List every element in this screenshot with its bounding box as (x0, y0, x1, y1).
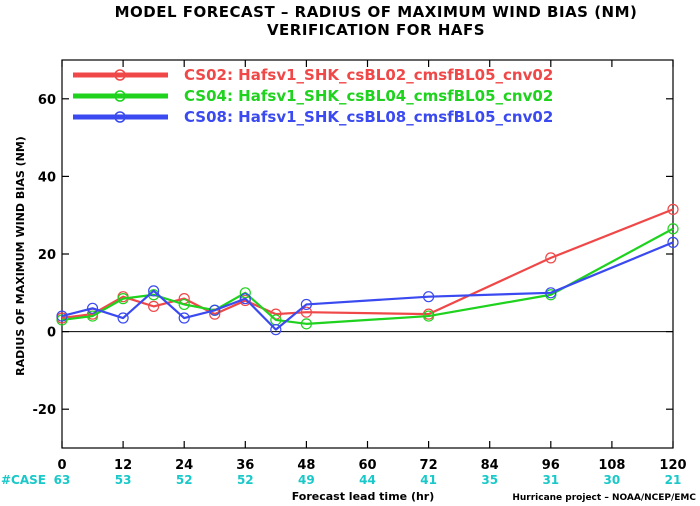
data-point (667, 223, 679, 235)
case-count: 30 (604, 473, 621, 487)
axis-ticks: 0 12 24 36 48 60 72 84 96 108 120 -20 0 20 40 60 (33, 60, 687, 473)
series-layer (56, 203, 679, 336)
x-tick-label: 96 (542, 458, 560, 473)
data-point (423, 291, 435, 303)
data-point (667, 203, 679, 215)
case-count: 63 (54, 473, 71, 487)
x-axis-label: Forecast lead time (hr) (292, 490, 435, 503)
x-tick-label: 0 (57, 458, 66, 473)
case-count: 52 (237, 473, 254, 487)
data-point (148, 300, 160, 312)
x-tick-label: 72 (420, 458, 438, 473)
legend-label: CS08: Hafsv1_SHK_csBL08_cmsfBL05_cnv02 (184, 108, 553, 126)
x-tick-label: 120 (659, 458, 686, 473)
data-point (300, 298, 312, 311)
x-tick-label: 84 (481, 458, 499, 473)
data-point (423, 310, 435, 322)
data-point (86, 310, 99, 322)
data-point (667, 236, 679, 248)
case-count: 53 (115, 473, 132, 487)
series-1 (56, 203, 679, 324)
legend: CS02: Hafsv1_SHK_csBL02_cmsfBL05_cnv02 CS… (73, 66, 553, 126)
case-count-row: #CASE 63 53 52 52 49 44 41 35 31 30 21 (1, 473, 681, 487)
x-tick-label: 108 (598, 458, 625, 473)
case-count: 35 (481, 473, 498, 487)
data-point (117, 293, 129, 305)
chart-title-line2: VERIFICATION FOR HAFS (267, 21, 485, 39)
y-tick-label: 60 (38, 93, 56, 108)
legend-entry: CS08: Hafsv1_SHK_csBL08_cmsfBL05_cnv02 (73, 108, 553, 126)
legend-label: CS02: Hafsv1_SHK_csBL02_cmsfBL05_cnv02 (184, 66, 553, 84)
x-tick-label: 48 (297, 458, 315, 473)
legend-marker (114, 90, 126, 102)
y-tick-label: -20 (33, 403, 57, 418)
legend-marker (114, 69, 126, 81)
y-tick-label: 20 (38, 248, 56, 263)
data-point (209, 304, 221, 316)
legend-entry: CS02: Hafsv1_SHK_csBL02_cmsfBL05_cnv02 (73, 66, 553, 84)
data-point (545, 252, 557, 264)
data-point (300, 306, 312, 318)
x-tick-label: 60 (358, 458, 376, 473)
chart-title-line1: MODEL FORECAST – RADIUS OF MAXIMUM WIND … (115, 3, 638, 21)
y-tick-label: 0 (47, 326, 56, 341)
case-count: 31 (542, 473, 559, 487)
data-point (56, 310, 68, 322)
data-point (86, 302, 99, 314)
legend-marker (114, 111, 126, 123)
y-tick-label: 40 (38, 170, 56, 185)
data-point (239, 293, 251, 305)
data-point (300, 318, 312, 330)
y-axis-label: RADIUS OF MAXIMUM WIND BIAS (NM) (14, 136, 27, 376)
data-point (545, 287, 557, 299)
case-count: 44 (359, 473, 376, 487)
case-count: 49 (298, 473, 315, 487)
x-tick-label: 12 (114, 458, 132, 473)
case-count: 21 (665, 473, 682, 487)
case-count-label: #CASE (1, 473, 46, 487)
plot-area: 0 12 24 36 48 60 72 84 96 108 120 -20 0 20 40 60 CS02: … (33, 59, 687, 473)
case-count: 52 (176, 473, 193, 487)
x-tick-label: 36 (236, 458, 254, 473)
data-point (270, 324, 282, 336)
data-point (178, 312, 190, 324)
data-point (148, 285, 160, 297)
legend-entry: CS04: Hafsv1_SHK_csBL04_cmsfBL05_cnv02 (73, 87, 553, 105)
legend-label: CS04: Hafsv1_SHK_csBL04_cmsfBL05_cnv02 (184, 87, 553, 105)
data-point (178, 298, 190, 311)
series-3 (56, 236, 679, 336)
data-point (117, 312, 129, 324)
x-tick-label: 24 (175, 458, 193, 473)
series-line (61, 227, 674, 325)
credit-text: Hurricane project – NOAA/NCEP/EMC (512, 493, 696, 503)
case-count: 41 (420, 473, 437, 487)
